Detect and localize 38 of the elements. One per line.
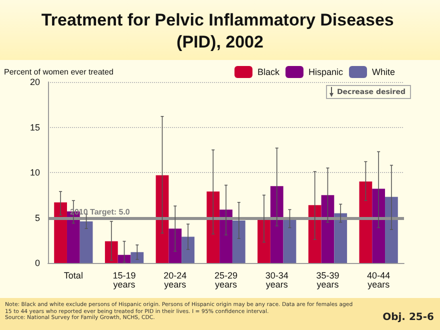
y-axis-title: Percent of women ever treated [4, 68, 114, 76]
legend-label: Hispanic [308, 67, 344, 77]
bar [168, 228, 182, 263]
bar [334, 213, 348, 263]
x-tick-label: 20-24 years [164, 270, 187, 290]
bar [156, 175, 169, 263]
bar [359, 182, 372, 263]
bar [321, 195, 334, 263]
x-tick-label: 40-44 years [367, 270, 390, 290]
bar [118, 254, 131, 263]
bar [372, 188, 386, 263]
y-tick-label: 20 [30, 77, 40, 87]
x-tick-label: 35-39 years [316, 270, 340, 290]
bar [182, 236, 194, 263]
bar [130, 252, 144, 263]
bar [283, 218, 296, 263]
x-tick-label: Total [64, 270, 83, 280]
bar [220, 210, 232, 263]
chart-title: Treatment for Pelvic Inflammatory Diseases (PID), 2002 [41, 10, 399, 52]
bar [385, 196, 398, 263]
bar [206, 192, 220, 263]
x-tick-label: 30-34 years [265, 270, 288, 290]
bar [54, 202, 67, 263]
bar [232, 220, 246, 263]
bar [104, 241, 118, 263]
x-tick-label: 15-19 years [112, 270, 136, 290]
y-tick-label: 0 [34, 258, 40, 268]
y-tick-label: 10 [30, 168, 40, 178]
bar [80, 221, 93, 263]
y-tick-label: 5 [34, 212, 40, 223]
text: Obj. 25-6 [382, 312, 434, 323]
legend-label: White [372, 67, 396, 77]
x-tick-label: 25-29 years [214, 270, 238, 290]
bar [270, 186, 284, 263]
legend-label: Black [257, 67, 280, 77]
bar [258, 218, 270, 263]
bar [308, 205, 322, 263]
y-tick-label: 15 [30, 122, 40, 132]
